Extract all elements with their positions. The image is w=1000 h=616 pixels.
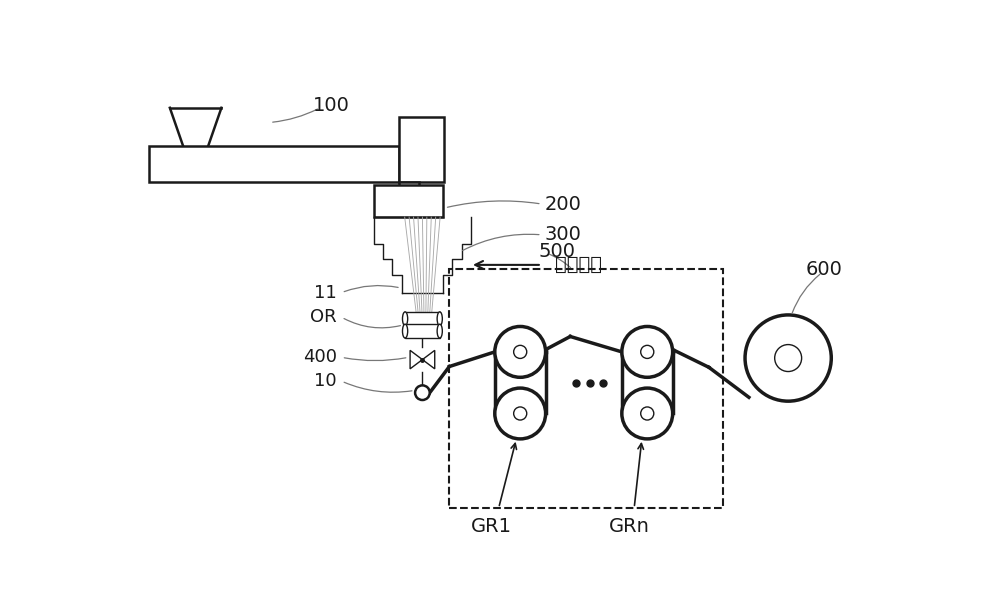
- Circle shape: [415, 386, 430, 400]
- Circle shape: [495, 388, 546, 439]
- Bar: [449, 269, 723, 508]
- Polygon shape: [410, 351, 422, 369]
- Text: GRn: GRn: [609, 517, 650, 536]
- Text: 600: 600: [806, 260, 843, 279]
- Text: 200: 200: [545, 195, 582, 214]
- Text: 100: 100: [313, 96, 350, 115]
- Circle shape: [495, 326, 546, 377]
- Text: 10: 10: [314, 372, 337, 390]
- Circle shape: [514, 346, 527, 359]
- Bar: [405, 324, 440, 338]
- Bar: [399, 117, 444, 182]
- Text: 300: 300: [545, 225, 582, 245]
- Circle shape: [775, 344, 802, 371]
- Circle shape: [641, 407, 654, 420]
- Text: 500: 500: [539, 241, 576, 261]
- Text: GR1: GR1: [470, 517, 511, 536]
- Ellipse shape: [402, 324, 408, 338]
- Bar: [374, 185, 443, 217]
- Text: 冷却空气: 冷却空气: [555, 256, 602, 274]
- Circle shape: [622, 388, 673, 439]
- Bar: [405, 312, 440, 326]
- Ellipse shape: [437, 312, 442, 326]
- Bar: [149, 145, 399, 182]
- Polygon shape: [422, 351, 435, 369]
- Text: OR: OR: [310, 308, 337, 326]
- Bar: [399, 182, 419, 194]
- Circle shape: [745, 315, 831, 401]
- Ellipse shape: [437, 324, 442, 338]
- Circle shape: [641, 346, 654, 359]
- Text: 11: 11: [314, 283, 337, 302]
- Circle shape: [514, 407, 527, 420]
- Ellipse shape: [402, 312, 408, 326]
- Text: 400: 400: [303, 348, 337, 367]
- Circle shape: [622, 326, 673, 377]
